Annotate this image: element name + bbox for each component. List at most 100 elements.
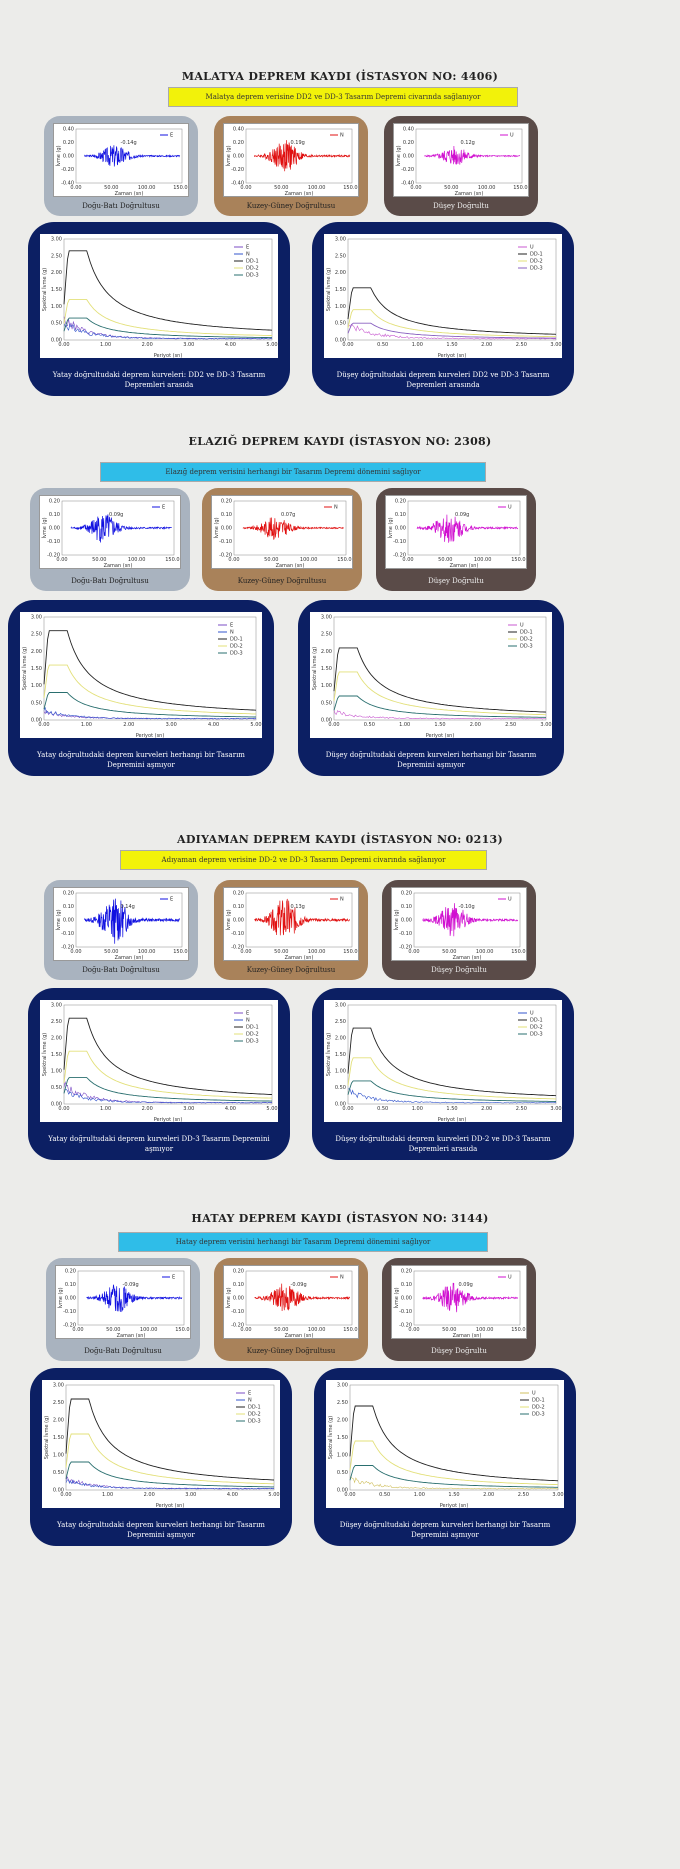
y-tick-label: 1.00: [31, 683, 42, 689]
y-tick-label: 0.40: [403, 127, 414, 133]
x-tick-label: 0.00: [228, 557, 239, 563]
legend-label: DD-2: [246, 266, 259, 272]
series-group: [416, 514, 519, 543]
plot-frame: [77, 1270, 185, 1326]
x-tick-label: 1.00: [412, 1106, 423, 1112]
y-tick-label: 0.00: [49, 526, 60, 532]
y-axis-label: İvme (g): [55, 145, 62, 166]
panel-ew-malatya: 0.00 50.00 100.00 150.00 0.40 0.20 0.00 -0.20 -0…: [44, 116, 198, 216]
x-tick-label: 4.00: [225, 1106, 236, 1112]
legend-label: DD-2: [530, 1025, 543, 1031]
legend-label: E: [170, 897, 173, 903]
panel-h-spectra-elazig: 0.00 1.00 2.00 3.00 4.00 5.00 0.00 0.50 1.00 1.50…: [8, 600, 274, 776]
panel-ud-adiyaman: 0.00 50.00 100.00 150.00 0.20 0.10 0.00 -0.10 -0…: [382, 880, 536, 980]
y-axis-label: İvme (g): [55, 909, 62, 930]
y-tick-label: 0.00: [403, 154, 414, 160]
x-tick-label: 100.00: [300, 557, 318, 563]
y-axis-label: Spektral İvme (g): [325, 1033, 332, 1076]
series-dd-1: [65, 1398, 275, 1481]
caption-ns: Kuzey-Güney Doğrultusu: [246, 966, 336, 974]
caption-ns: Kuzey-Güney Doğrultusu: [246, 1347, 336, 1355]
caption-ew: Doğu-Batı Doğrultusu: [82, 966, 160, 974]
x-tick-label: 0.00: [240, 949, 251, 955]
x-tick-label: 0.00: [402, 557, 413, 563]
chart-h-spectra-hatay: 0.00 1.00 2.00 3.00 4.00 5.00 0.00 0.50 1.00 1.50…: [43, 1383, 280, 1509]
x-tick-label: 50.00: [104, 949, 118, 955]
x-tick-label: 3.00: [550, 1106, 561, 1112]
plot-frame: [415, 128, 523, 184]
y-axis-label: İvme (g): [395, 145, 402, 166]
y-tick-label: 0.00: [53, 1488, 64, 1494]
panel-h-spectra-adiyaman: 0.00 1.00 2.00 3.00 4.00 5.00 0.00 0.50 1.00 1.50…: [28, 988, 290, 1160]
y-tick-label: 0.50: [51, 1085, 62, 1091]
y-tick-label: 0.50: [335, 1085, 346, 1091]
x-tick-label: 100.00: [308, 185, 326, 191]
legend-label: E: [170, 133, 173, 139]
legend-label: N: [230, 630, 234, 636]
y-tick-label: -0.20: [231, 1323, 244, 1329]
series-dd-3: [347, 1080, 557, 1102]
legend-label: DD-1: [532, 1398, 545, 1404]
y-tick-label: 1.50: [53, 1435, 64, 1441]
x-tick-label: 0.00: [342, 342, 353, 348]
series-line: [84, 145, 181, 167]
x-axis-label: Zaman (sn): [285, 1333, 314, 1338]
x-tick-label: 3.00: [183, 1106, 194, 1112]
y-tick-label: 2.00: [51, 270, 62, 276]
legend-label: DD-3: [246, 273, 259, 279]
series-group: [242, 517, 345, 540]
x-tick-label: 2.50: [505, 722, 516, 728]
y-tick-label: 3.00: [335, 237, 346, 243]
series-dd-2: [63, 1050, 273, 1099]
series-dd-3: [333, 695, 547, 718]
legend-label: DD-1: [246, 259, 259, 265]
y-tick-label: 2.50: [51, 253, 62, 259]
caption-ew: Doğu-Batı Doğrultusu: [84, 1347, 162, 1355]
caption-h-spectra: Yatay doğrultudaki deprem kurveleri DD-3…: [48, 1135, 270, 1153]
caption-v-spectra: Düşey doğrultudaki deprem kurveleri DD-2…: [335, 1135, 551, 1153]
series-dd-2: [349, 1440, 558, 1486]
y-tick-label: 2.50: [53, 1400, 64, 1406]
legend-label: E: [230, 623, 233, 629]
series-dd-3: [63, 317, 272, 339]
x-tick-label: 150.00: [343, 949, 358, 955]
y-tick-label: 0.00: [63, 154, 74, 160]
plot-frame: [63, 238, 273, 341]
y-tick-label: 2.00: [335, 1036, 346, 1042]
x-axis-label: Periyot (sn): [440, 1503, 469, 1508]
y-tick-label: 0.20: [401, 1269, 412, 1275]
legend-label: N: [340, 133, 344, 139]
legend-label: DD-2: [230, 644, 243, 650]
legend-label: DD-2: [530, 259, 543, 265]
x-tick-label: 0.50: [377, 342, 388, 348]
legend-label: U: [510, 133, 514, 139]
y-tick-label: -0.10: [219, 539, 232, 545]
series-dd-2: [333, 671, 546, 716]
y-axis-label: Spektral İvme (g): [41, 1033, 48, 1076]
x-axis-label: Zaman (sn): [455, 191, 484, 196]
x-tick-label: 2.00: [481, 342, 492, 348]
y-axis-label: İvme (g): [387, 517, 394, 538]
x-tick-label: 1.50: [446, 342, 457, 348]
series-dd-3: [43, 692, 256, 718]
series-dd-1: [333, 647, 547, 713]
x-tick-label: 4.00: [225, 342, 236, 348]
y-tick-label: 0.00: [233, 1296, 244, 1302]
legend-label: DD-2: [248, 1412, 261, 1418]
legend-label: U: [532, 1391, 536, 1397]
x-tick-label: 150.00: [343, 1327, 358, 1333]
series-dd-3: [349, 1465, 558, 1488]
series-group: [63, 1017, 273, 1104]
y-tick-label: 0.00: [335, 338, 346, 344]
legend-label: U: [508, 505, 512, 511]
x-axis-label: Periyot (sn): [438, 353, 467, 358]
legend-label: E: [246, 245, 249, 251]
series-n: [65, 1479, 275, 1490]
x-tick-label: 1.00: [414, 1492, 425, 1498]
panel-ns-adiyaman: 0.00 50.00 100.00 150.00 0.20 0.10 0.00 -0.10 -0…: [214, 880, 368, 980]
plot-frame: [65, 1384, 275, 1491]
y-tick-label: -0.20: [61, 167, 74, 173]
x-axis-label: Zaman (sn): [453, 955, 482, 960]
series-group: [65, 1398, 275, 1490]
x-tick-label: 50.00: [442, 1327, 456, 1333]
